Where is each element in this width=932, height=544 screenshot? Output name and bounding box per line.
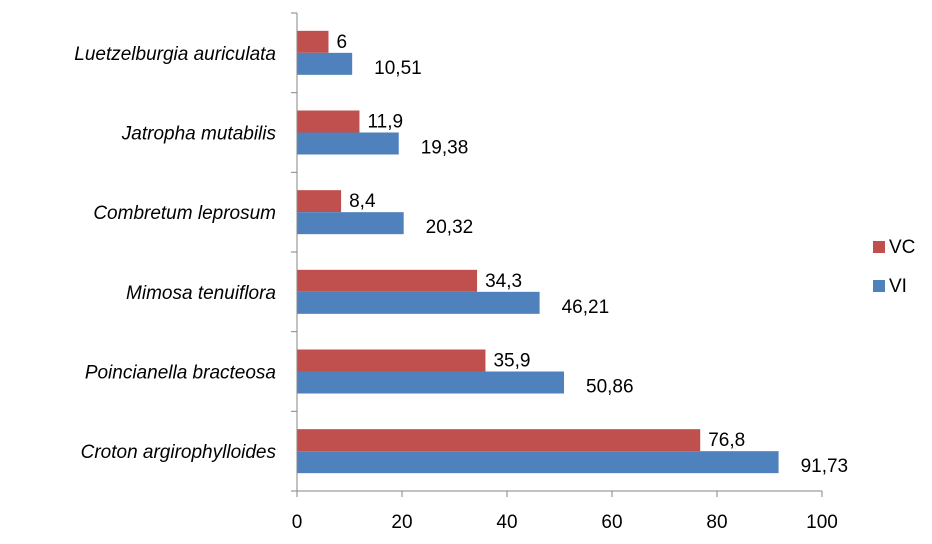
data-label-vi-4: 50,86 <box>586 377 634 398</box>
data-label-vi-2: 20,32 <box>426 217 474 238</box>
bar-vi-1 <box>297 132 399 155</box>
data-label-vc-3: 34,3 <box>485 271 522 292</box>
bar-vc-5 <box>297 429 701 452</box>
x-tick-label-5: 100 <box>806 512 838 533</box>
legend-swatch-vi <box>873 280 885 292</box>
bar-vi-2 <box>297 212 404 235</box>
category-label-1: Jatropha mutabilis <box>121 124 277 145</box>
legend-label-vc: VC <box>889 237 915 258</box>
category-label-3: Mimosa tenuiflora <box>126 283 276 304</box>
data-label-vc-5: 76,8 <box>708 430 745 451</box>
bar-vc-4 <box>297 349 486 372</box>
bar-vi-3 <box>297 291 540 314</box>
x-tick-label-2: 40 <box>496 512 517 533</box>
x-tick-label-4: 80 <box>706 512 727 533</box>
category-label-5: Croton argirophylloides <box>81 442 277 463</box>
data-label-vc-2: 8,4 <box>349 191 376 212</box>
legend-label-vi: VI <box>889 276 907 297</box>
data-label-vi-3: 46,21 <box>562 297 610 318</box>
bars-layer <box>297 30 779 474</box>
category-label-2: Combretum leprosum <box>93 203 276 224</box>
axis-layer <box>291 12 823 497</box>
data-label-vi-1: 19,38 <box>421 138 469 159</box>
labels-layer: 6 10,51 Luetzelburgia auriculata 11,9 19,38 J… <box>74 32 848 533</box>
data-label-vc-0: 6 <box>337 32 348 53</box>
x-tick-label-0: 0 <box>292 512 303 533</box>
x-tick-label-3: 60 <box>601 512 622 533</box>
legend: VC VI <box>873 237 915 297</box>
data-label-vi-0: 10,51 <box>374 58 422 79</box>
legend-swatch-vc <box>873 241 885 253</box>
category-label-0: Luetzelburgia auriculata <box>74 44 276 65</box>
data-label-vi-5: 91,73 <box>801 456 849 477</box>
bar-vc-1 <box>297 110 360 133</box>
bar-vc-3 <box>297 269 478 292</box>
data-label-vc-4: 35,9 <box>493 351 530 372</box>
bar-vi-5 <box>297 451 779 474</box>
data-label-vc-1: 11,9 <box>367 112 403 133</box>
bar-vi-4 <box>297 371 565 394</box>
category-label-4: Poincianella bracteosa <box>85 363 276 384</box>
bar-vc-0 <box>297 30 329 53</box>
x-tick-label-1: 20 <box>391 512 412 533</box>
bar-vc-2 <box>297 190 342 213</box>
bar-vi-0 <box>297 52 353 75</box>
